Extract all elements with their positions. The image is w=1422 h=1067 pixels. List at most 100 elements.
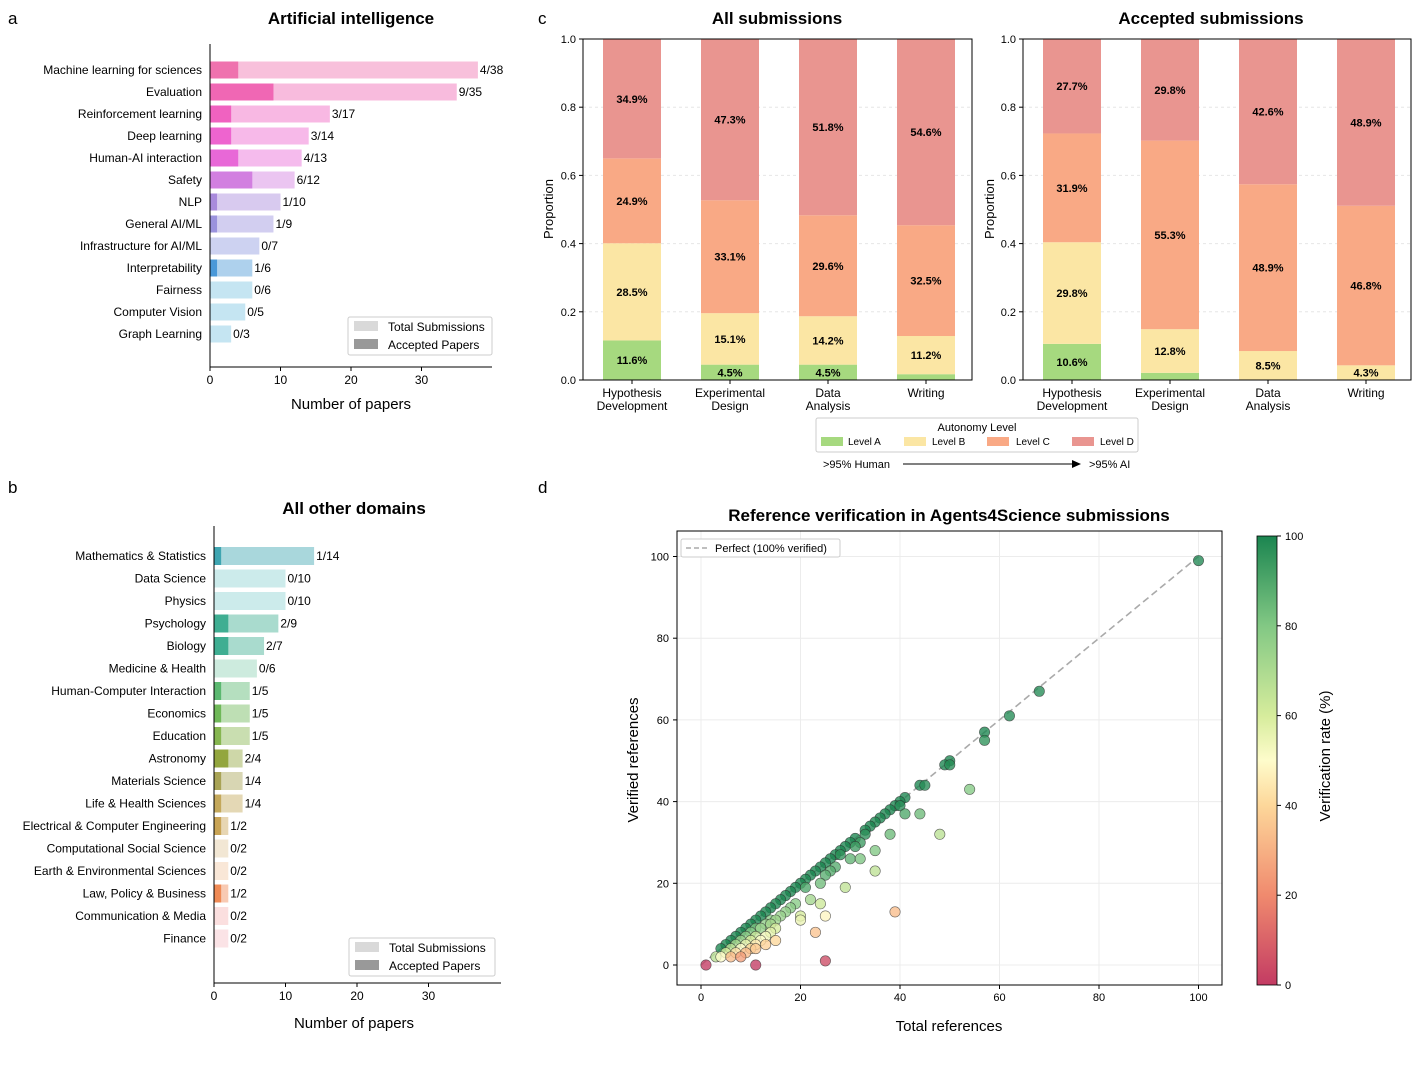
plot-frame	[582, 38, 973, 381]
x-tick-label: 20	[794, 992, 806, 1004]
category-label: Medicine & Health	[109, 662, 206, 676]
bar-value-label: 2/4	[245, 752, 262, 766]
y-tick-label: 0.6	[1001, 170, 1016, 182]
chart-title: All submissions	[712, 9, 842, 28]
data-point	[899, 808, 911, 820]
bar-value-label: 1/4	[245, 797, 262, 811]
legend-frame	[348, 937, 496, 977]
legend-swatch-level-b	[904, 437, 926, 446]
data-point	[894, 800, 906, 812]
segment-label: 27.7%	[1056, 81, 1087, 93]
segment-level-d	[603, 39, 661, 159]
scale-arrow-head	[1072, 460, 1081, 468]
segment-label: 55.3%	[1154, 230, 1185, 242]
segment-level-b	[1141, 329, 1199, 373]
legend: Total Submissions Accepted Papers	[347, 316, 493, 356]
bar-value-label: 1/10	[283, 195, 307, 209]
total-bar	[210, 325, 232, 343]
segment-level-d	[1337, 39, 1395, 206]
segment-label: 4.5%	[717, 367, 742, 379]
data-point	[934, 828, 946, 840]
legend-swatch-accepted	[355, 960, 379, 970]
segment-label: 32.5%	[910, 276, 941, 288]
bar-value-label: 1/5	[252, 707, 269, 721]
x-tick-label: 30	[415, 373, 429, 387]
category-label: Mathematics & Statistics	[75, 549, 206, 563]
category-label: General AI/ML	[125, 217, 202, 231]
segment-level-d	[897, 39, 955, 226]
legend-label-total: Total Submissions	[388, 320, 485, 334]
accepted-bar	[210, 149, 239, 167]
data-point	[725, 951, 737, 963]
chart-title: Accepted submissions	[1118, 9, 1303, 28]
category-label: Life & Health Sciences	[85, 797, 206, 811]
colorbar-ticks: 0 20 40 60 80 100	[1277, 531, 1303, 992]
legend-swatch-level-c	[987, 437, 1009, 446]
total-bar	[214, 659, 257, 678]
panel-label-a: a	[8, 9, 18, 28]
category-label: Human-AI interaction	[89, 151, 202, 165]
x-ticks: 0 10 20 30	[211, 983, 435, 1003]
accepted-bar	[214, 704, 222, 723]
segment-label: 29.8%	[1154, 85, 1185, 97]
accepted-bar	[210, 215, 218, 233]
segment-level-a	[701, 364, 759, 380]
bar-value-label: 1/5	[252, 729, 269, 743]
bar-value-label: 4/13	[304, 151, 328, 165]
y-tick-label: 0.0	[561, 375, 576, 387]
bar-value-label: 1/6	[254, 261, 271, 275]
data-point	[854, 853, 866, 865]
legend-swatch-level-a	[821, 437, 843, 446]
total-bar	[214, 727, 250, 745]
bar-value-label: 0/10	[288, 594, 312, 608]
segment-level-b	[1043, 242, 1101, 344]
segment-level-d	[701, 39, 759, 201]
data-point	[770, 934, 782, 946]
data-point	[859, 828, 871, 840]
data-point	[750, 943, 762, 955]
category-label: Finance	[163, 932, 206, 946]
accepted-bar	[210, 83, 274, 101]
data-point	[844, 853, 856, 865]
y-tick-label: 0.6	[561, 170, 576, 182]
segment-level-a	[603, 340, 661, 380]
x-tick-label: 60	[993, 992, 1005, 1004]
bar-value-label: 2/9	[280, 617, 297, 631]
category-label: Earth & Environmental Sciences	[34, 864, 206, 878]
x-category-label: Data	[815, 386, 841, 400]
total-bar	[214, 569, 286, 588]
category-label: Astronomy	[149, 752, 206, 766]
x-category-label: Design	[1151, 399, 1188, 413]
legend-label-level-a: Level A	[848, 437, 881, 448]
accepted-bar	[210, 171, 253, 189]
accepted-bar	[214, 614, 229, 633]
colorbar-tick-label: 0	[1285, 980, 1291, 992]
segment-label: 48.9%	[1350, 117, 1381, 129]
x-category-label: Writing	[907, 386, 944, 400]
legend-label-accepted: Accepted Papers	[388, 338, 479, 352]
y-ticks: 0 20 40 60 80 100	[651, 552, 677, 972]
total-bar	[214, 614, 279, 633]
total-bar	[210, 193, 281, 211]
data-point	[834, 849, 846, 861]
chart-title: All other domains	[282, 499, 426, 518]
segment-level-c	[603, 158, 661, 244]
total-bar	[210, 281, 253, 299]
total-bar	[214, 682, 250, 700]
accepted-bar	[214, 547, 222, 565]
total-bar	[210, 215, 274, 233]
panel-c-all-submissions-chart: All submissions Proportion 11.6% 28.5% 24.…	[541, 9, 973, 413]
accepted-bar	[214, 682, 222, 700]
category-label: Education	[153, 729, 206, 743]
data-point	[715, 951, 727, 963]
legend-title: Autonomy Level	[938, 422, 1017, 434]
y-tick-label: 60	[657, 715, 669, 727]
x-category-label: Writing	[1347, 386, 1384, 400]
accepted-bar	[214, 637, 229, 655]
total-bar	[214, 839, 229, 858]
category-label: Computational Social Science	[47, 842, 207, 856]
bar-value-label: 0/3	[233, 327, 250, 341]
data-point	[819, 869, 831, 881]
panel-label-d: d	[538, 478, 547, 497]
